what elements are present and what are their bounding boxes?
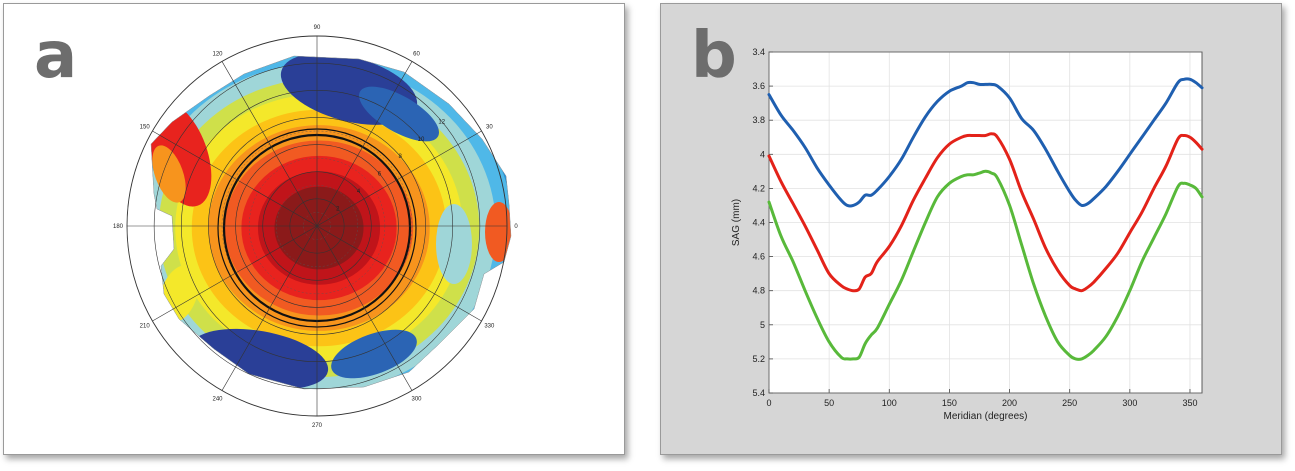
y-tick-label: 4.8 [752,286,765,296]
panel-b-sag-chart: b 0 50 100 150 200 250 300 350 3.4 3.6 3.8 4 4.2 4.4 4… [660,3,1282,455]
color-patch [331,329,417,379]
color-patch [152,145,186,203]
topography-field [151,56,511,389]
y-tick-label: 4.6 [752,252,765,262]
y-tick-label: 3.4 [752,47,765,57]
y-tick-label: 5.2 [752,354,765,364]
y-tick-label: 4.4 [752,218,765,228]
polar-spoke [316,130,482,227]
angle-label: 180 [113,224,124,230]
y-tick-label: 4.2 [752,183,765,193]
topography-map: 0 30 60 90 120 150 180 210 240 270 300 330 2 4 6 8 10 12 [113,25,518,429]
angle-label: 300 [411,396,422,402]
angle-label: 0 [514,224,518,230]
polar-spoke [221,61,318,227]
y-tick-label: 5 [760,320,765,330]
x-tick-label: 250 [1062,398,1077,408]
polar-spoke [316,61,413,227]
y-axis-title: SAG (mm) [731,199,742,246]
panel-a-letter: a [34,19,78,93]
color-patch [485,202,511,262]
series-line-3 [767,169,1204,361]
y-tick-label: 3.8 [752,115,765,125]
series-line-2 [767,132,1204,293]
x-tick-label: 0 [766,398,771,408]
angle-label: 270 [312,423,323,429]
color-band [274,186,364,270]
x-tick-label: 150 [942,398,957,408]
angle-label: 120 [212,52,223,58]
radial-label: 6 [378,172,382,178]
y-tick-label: 5.4 [752,388,765,398]
panel-b-letter: b [691,19,737,93]
polar-spoke [152,130,318,227]
polar-spoke [152,225,318,322]
x-tick-label: 50 [824,398,834,408]
radial-label: 2 [336,207,340,213]
radial-label: 4 [357,189,361,195]
angle-label: 330 [484,324,495,330]
map-outline [150,55,512,390]
plot-frame [768,51,1203,394]
x-tick-label: 100 [882,398,897,408]
sag-line-chart: 0 50 100 150 200 250 300 350 3.4 3.6 3.8 4 4.2 4.4 4.6… [731,47,1204,422]
angle-label: 240 [212,396,223,402]
polar-spoke [316,225,482,322]
radial-label: 8 [398,154,402,160]
x-tick-label: 350 [1182,398,1197,408]
y-tick-label: 4 [760,149,765,159]
series-line-1 [767,77,1204,208]
polar-spoke [316,225,413,391]
angle-label: 210 [140,324,151,330]
x-axis-title: Meridian (degrees) [944,411,1028,422]
angle-label: 90 [314,25,321,31]
panel-a-topography: a 0 30 60 90 120 150 180 210 240 270 300 330 2 4 6 8 10 1… [3,3,625,455]
angle-label: 150 [140,125,151,131]
x-tick-label: 300 [1122,398,1137,408]
radial-label: 10 [418,137,425,143]
angle-label: 30 [486,125,493,131]
color-patch [436,204,472,284]
x-tick-label: 200 [1002,398,1017,408]
radial-label: 12 [438,119,445,125]
color-patch [359,86,439,142]
polar-spoke [221,225,318,391]
y-tick-label: 3.6 [752,81,765,91]
angle-label: 60 [413,52,420,58]
